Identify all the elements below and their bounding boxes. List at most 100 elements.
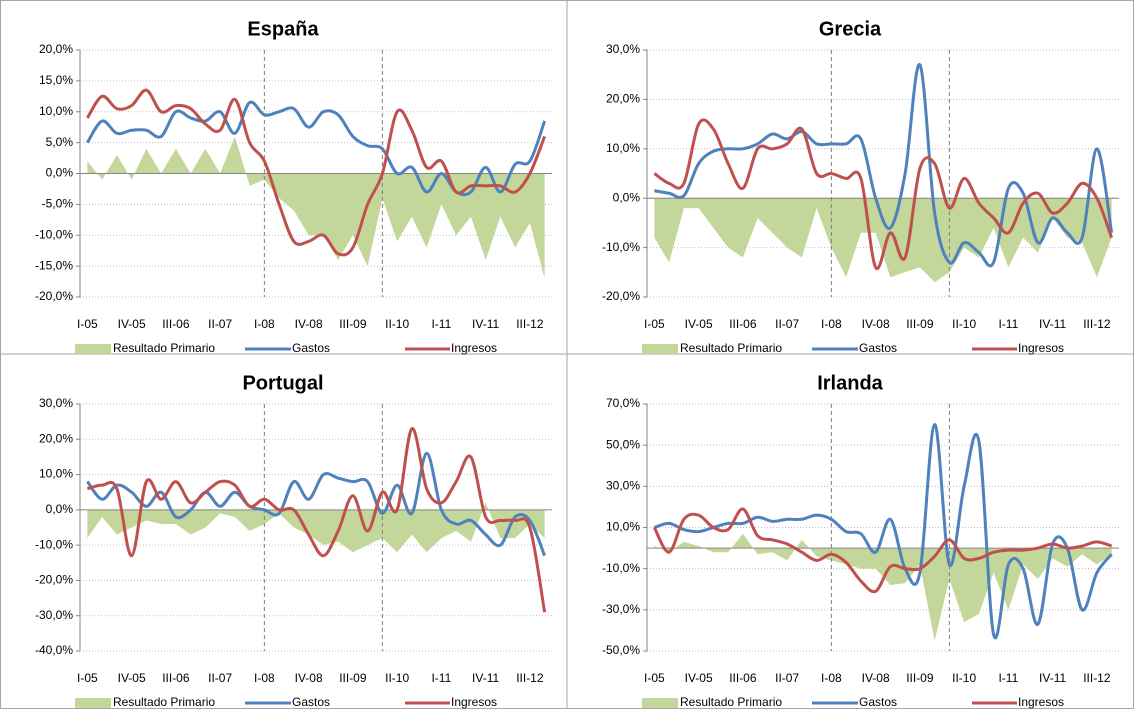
y-tick-label: 10,0% (39, 104, 73, 118)
x-tick-label: II-10 (952, 317, 976, 331)
y-tick-label: -30,0% (602, 602, 640, 616)
y-tick-label: -10,0% (602, 561, 640, 575)
x-tick-label: I-11 (431, 671, 451, 685)
y-tick-label: -5,0% (42, 197, 74, 211)
y-tick-label: 70,0% (606, 396, 640, 410)
y-tick-label: 10,0% (39, 467, 73, 481)
legend-label: Resultado Primario (680, 341, 782, 355)
y-tick-label: 20,0% (39, 431, 73, 445)
line (86, 88, 547, 257)
legend-swatch (75, 344, 111, 354)
y-tick-label: 10,0% (606, 520, 640, 534)
legend-swatch (642, 344, 678, 354)
y-tick-label: -20,0% (35, 573, 73, 587)
x-tick-label: III-12 (1083, 671, 1111, 685)
x-tick-label: III-06 (162, 317, 190, 331)
y-tick-label: -20,0% (602, 289, 640, 303)
y-tick-label: -10,0% (35, 227, 73, 241)
x-tick-label: III-06 (729, 317, 757, 331)
legend-label: Resultado Primario (680, 695, 782, 709)
x-tick-label: I-08 (254, 317, 275, 331)
line (86, 451, 547, 557)
x-tick-label: IV-08 (295, 671, 323, 685)
legend-label: Ingresos (1018, 695, 1064, 709)
y-tick-label: 30,0% (606, 42, 640, 56)
line (86, 427, 547, 613)
legend-label: Ingresos (451, 341, 497, 355)
y-tick-label: 15,0% (39, 73, 73, 87)
x-tick-label: IV-05 (685, 317, 713, 331)
x-tick-label: IV-08 (295, 317, 323, 331)
x-tick-label: III-06 (729, 671, 757, 685)
x-tick-label: IV-08 (862, 671, 890, 685)
x-tick-label: I-11 (431, 317, 451, 331)
legend-label: Gastos (859, 341, 897, 355)
area (87, 502, 545, 553)
line (653, 118, 1114, 271)
y-tick-label: 5,0% (46, 135, 74, 149)
y-tick-label: 30,0% (39, 396, 73, 410)
x-tick-label: I-05 (77, 671, 98, 685)
x-tick-label: III-09 (339, 671, 367, 685)
line (86, 100, 547, 197)
y-tick-label: -10,0% (35, 537, 73, 551)
legend-label: Resultado Primario (113, 341, 215, 355)
x-tick-label: IV-11 (472, 317, 499, 331)
area (654, 533, 1112, 641)
x-tick-label: I-05 (644, 317, 665, 331)
legend-label: Gastos (292, 341, 330, 355)
y-tick-label: -20,0% (35, 289, 73, 303)
y-tick-label: 0,0% (613, 190, 641, 204)
y-tick-label: -40,0% (35, 643, 73, 657)
legend-label: Ingresos (451, 695, 497, 709)
x-tick-label: III-09 (906, 671, 934, 685)
x-tick-label: III-06 (162, 671, 190, 685)
x-tick-label: III-09 (906, 317, 934, 331)
y-tick-label: 20,0% (39, 42, 73, 56)
y-tick-label: 0,0% (46, 502, 74, 516)
y-tick-label: 0,0% (46, 166, 74, 180)
y-tick-label: 50,0% (606, 437, 640, 451)
x-tick-label: IV-05 (685, 671, 713, 685)
y-tick-label: -15,0% (35, 258, 73, 272)
y-tick-label: 30,0% (606, 479, 640, 493)
y-tick-label: 10,0% (606, 141, 640, 155)
x-tick-label: I-11 (998, 317, 1018, 331)
x-tick-label: III-12 (1083, 317, 1111, 331)
x-tick-label: I-08 (821, 317, 842, 331)
x-tick-label: II-10 (385, 671, 409, 685)
x-tick-label: IV-11 (1039, 671, 1066, 685)
x-tick-label: I-08 (254, 671, 275, 685)
area (87, 136, 545, 279)
x-tick-label: III-12 (516, 317, 544, 331)
x-tick-label: IV-11 (472, 671, 499, 685)
x-tick-label: II-07 (208, 317, 232, 331)
x-tick-label: I-05 (77, 317, 98, 331)
y-tick-label: -10,0% (602, 240, 640, 254)
x-tick-label: II-10 (952, 671, 976, 685)
chart-title: Irlanda (817, 372, 883, 394)
x-tick-label: II-07 (775, 671, 799, 685)
x-tick-label: III-12 (516, 671, 544, 685)
x-tick-label: IV-11 (1039, 317, 1066, 331)
line (653, 507, 1113, 594)
y-tick-label: -30,0% (35, 608, 73, 622)
chart-title: España (247, 18, 319, 40)
x-tick-label: II-07 (775, 317, 799, 331)
legend-swatch (75, 698, 111, 708)
y-tick-label: 20,0% (606, 92, 640, 106)
x-tick-label: III-09 (339, 317, 367, 331)
x-tick-label: IV-05 (118, 671, 146, 685)
chart-title: Portugal (242, 372, 323, 394)
legend-label: Ingresos (1018, 341, 1064, 355)
area (654, 198, 1112, 283)
x-tick-label: IV-05 (118, 317, 146, 331)
legend-label: Resultado Primario (113, 695, 215, 709)
x-tick-label: II-07 (208, 671, 232, 685)
y-tick-label: -50,0% (602, 643, 640, 657)
chart-title: Grecia (819, 18, 882, 40)
legend-label: Gastos (859, 695, 897, 709)
line (654, 63, 1114, 268)
